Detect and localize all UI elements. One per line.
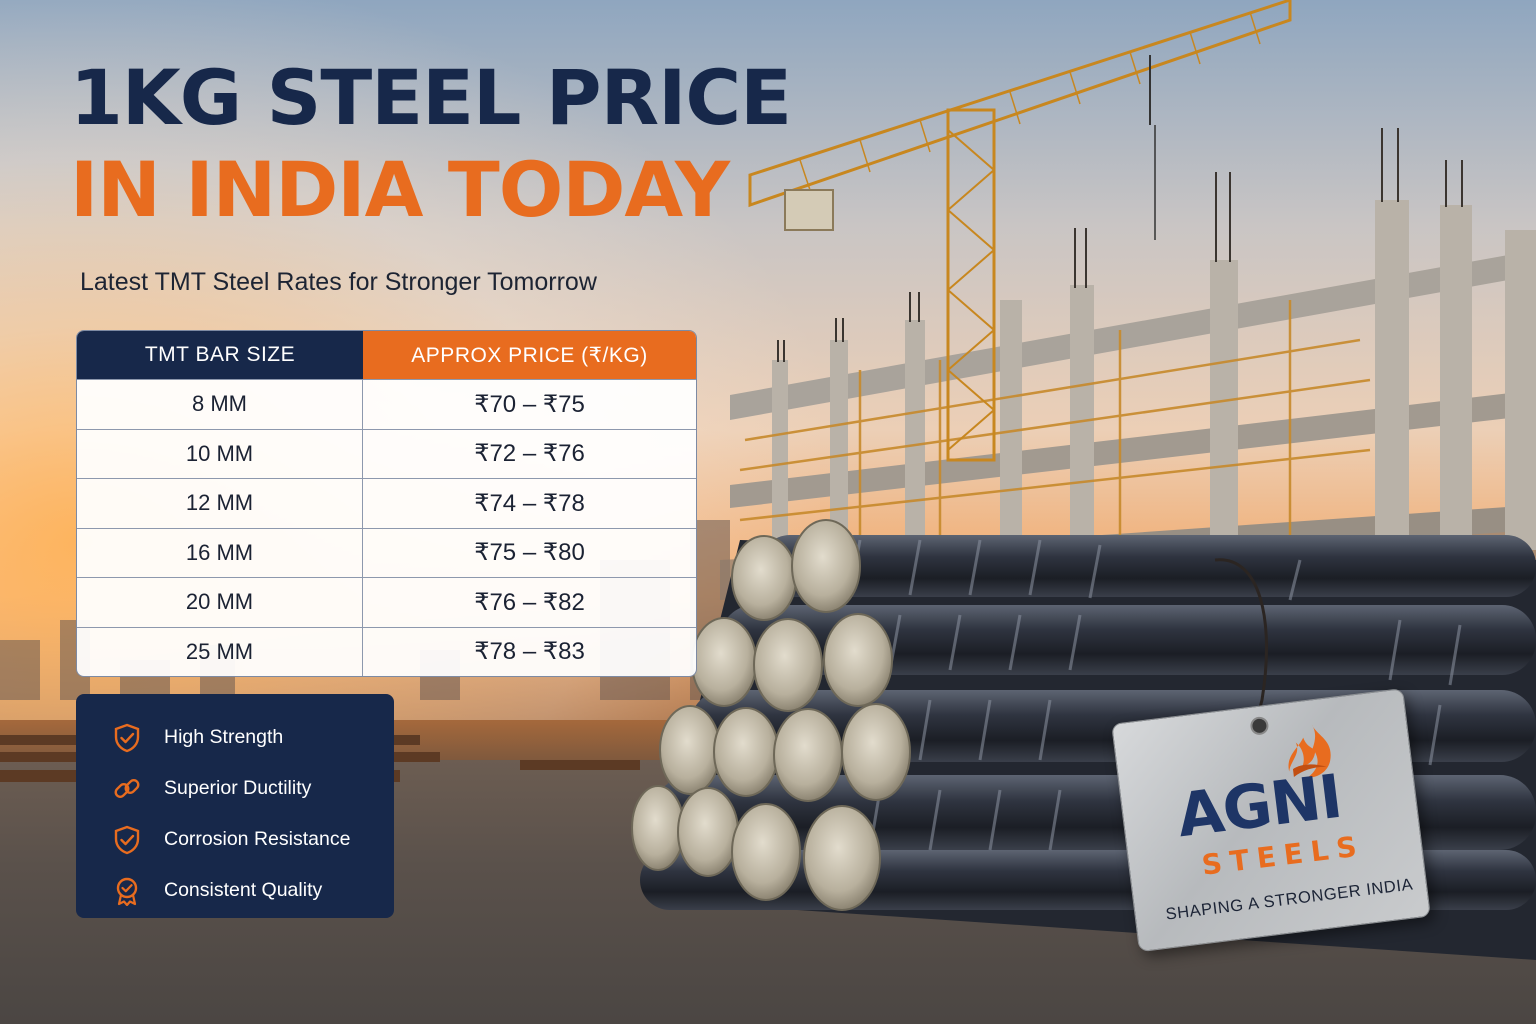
table-row: 8 MM ₹70 – ₹75 [77, 379, 696, 429]
price-table: TMT BAR SIZE APPROX PRICE (₹/KG) 8 MM ₹7… [76, 330, 697, 677]
cell-price: ₹74 – ₹78 [363, 478, 696, 528]
feature-label: High Strength [164, 726, 284, 748]
feature-item: Consistent Quality [112, 865, 394, 916]
feature-label: Corrosion Resistance [164, 828, 351, 850]
feature-label: Superior Ductility [164, 777, 312, 799]
features-panel: High Strength Superior Ductility Corrosi… [76, 694, 394, 918]
cell-bar-size: 25 MM [77, 626, 363, 676]
award-badge-icon [116, 877, 138, 906]
cell-price: ₹75 – ₹80 [363, 527, 696, 578]
shield-check-icon [114, 825, 140, 854]
cell-price: ₹78 – ₹83 [363, 626, 696, 677]
headline-line-1: 1KG STEEL PRICE [70, 53, 792, 142]
crane [748, 0, 1292, 462]
brand-tag: AGNI STEELS SHAPING A STRONGER INDIA [1111, 688, 1431, 953]
subtitle: Latest TMT Steel Rates for Stronger Tomo… [80, 268, 597, 296]
headline-line-2: IN INDIA TODAY [70, 145, 730, 234]
headline: 1KG STEEL PRICE IN INDIA TODAY [70, 52, 792, 236]
feature-item: Superior Ductility [112, 763, 394, 814]
column-header-size: TMT BAR SIZE [77, 331, 363, 379]
shield-check-icon [114, 723, 140, 752]
table-row: 25 MM ₹78 – ₹83 [77, 626, 696, 677]
feature-label: Consistent Quality [164, 879, 323, 901]
feature-item: High Strength [112, 712, 394, 763]
table-row: 16 MM ₹75 – ₹80 [77, 527, 696, 578]
cell-bar-size: 12 MM [77, 478, 363, 528]
brand-tagline: SHAPING A STRONGER INDIA [1164, 875, 1415, 924]
cell-bar-size: 8 MM [77, 379, 363, 429]
flame-logo-icon [1288, 724, 1331, 778]
table-row: 20 MM ₹76 – ₹82 [77, 577, 696, 627]
tag-hole [1249, 715, 1270, 736]
cell-bar-size: 20 MM [77, 577, 363, 627]
cell-bar-size: 16 MM [77, 527, 363, 577]
cell-bar-size: 10 MM [77, 428, 363, 478]
chain-link-icon [114, 778, 140, 798]
table-header-row: TMT BAR SIZE APPROX PRICE (₹/KG) [77, 331, 696, 379]
table-row: 10 MM ₹72 – ₹76 [77, 428, 696, 479]
cell-price: ₹72 – ₹76 [363, 428, 696, 479]
cell-price: ₹70 – ₹75 [363, 379, 696, 429]
table-row: 12 MM ₹74 – ₹78 [77, 478, 696, 528]
rebar-bundle [631, 519, 1536, 960]
cell-price: ₹76 – ₹82 [363, 577, 696, 627]
feature-item: Corrosion Resistance [112, 814, 394, 865]
column-header-price: APPROX PRICE (₹/KG) [363, 331, 696, 379]
